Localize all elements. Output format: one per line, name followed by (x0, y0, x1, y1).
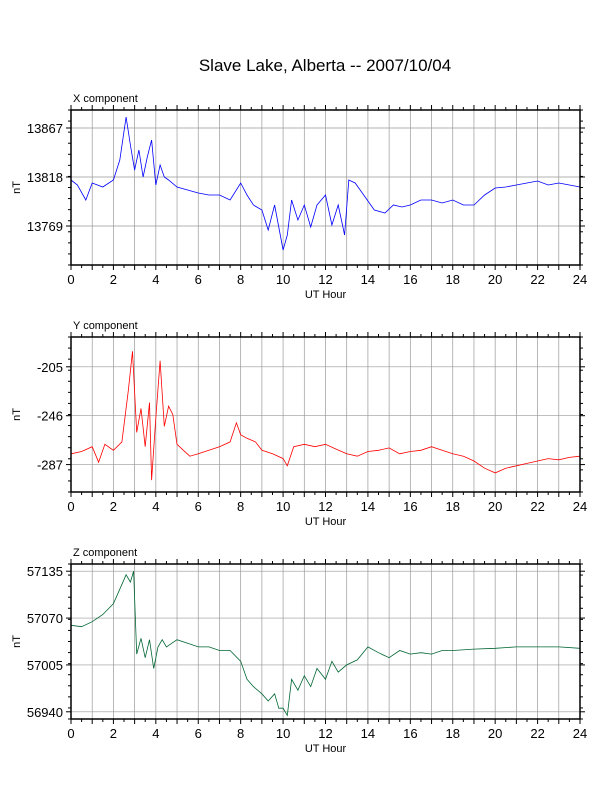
y-y-axis-label: nT (11, 408, 23, 421)
y-y-tick-label: -246 (37, 409, 63, 424)
x-y-axis-label: nT (11, 181, 23, 194)
x-x-tick-label: 2 (110, 272, 117, 287)
y-x-tick-label: 2 (110, 499, 117, 514)
y-x-tick-label: 6 (195, 499, 202, 514)
x-y-tick-label: 13769 (27, 219, 63, 234)
z-x-tick-label: 6 (195, 726, 202, 741)
y-x-tick-label: 8 (237, 499, 244, 514)
z-x-tick-label: 10 (276, 726, 290, 741)
y-x-tick-label: 20 (488, 499, 502, 514)
z-y-tick-label: 57005 (27, 658, 63, 673)
x-x-tick-label: 4 (152, 272, 159, 287)
z-x-tick-label: 4 (152, 726, 159, 741)
y-series-line (70, 351, 581, 481)
y-x-tick-label: 24 (573, 499, 587, 514)
x-x-tick-label: 22 (530, 272, 544, 287)
y-x-tick-label: 0 (67, 499, 74, 514)
x-x-axis-label: UT Hour (305, 289, 347, 301)
x-panel-title: X component (73, 93, 138, 105)
y-x-tick-label: 14 (361, 499, 375, 514)
y-x-tick-label: 22 (530, 499, 544, 514)
x-x-tick-label: 10 (276, 272, 290, 287)
z-x-tick-label: 0 (67, 726, 74, 741)
y-y-tick-label: -287 (37, 458, 63, 473)
z-series-line (70, 571, 581, 717)
y-x-tick-label: 12 (318, 499, 332, 514)
x-x-tick-label: 18 (446, 272, 460, 287)
z-y-tick-label: 57135 (27, 564, 63, 579)
z-x-tick-label: 20 (488, 726, 502, 741)
x-y-tick-label: 13818 (27, 170, 63, 185)
z-x-tick-label: 18 (446, 726, 460, 741)
x-x-tick-label: 14 (361, 272, 375, 287)
x-x-tick-label: 8 (237, 272, 244, 287)
z-y-tick-label: 57070 (27, 611, 63, 626)
z-x-tick-label: 16 (403, 726, 417, 741)
z-panel-title: Z component (73, 547, 137, 559)
z-x-tick-label: 8 (237, 726, 244, 741)
z-x-tick-label: 22 (530, 726, 544, 741)
z-y-axis-label: nT (11, 635, 23, 648)
z-y-tick-label: 56940 (27, 705, 63, 720)
x-x-tick-label: 12 (318, 272, 332, 287)
z-x-tick-label: 2 (110, 726, 117, 741)
y-x-tick-label: 10 (276, 499, 290, 514)
x-x-tick-label: 20 (488, 272, 502, 287)
y-x-tick-label: 18 (446, 499, 460, 514)
z-x-axis-label: UT Hour (305, 743, 347, 755)
page-title: Slave Lake, Alberta -- 2007/10/04 (198, 56, 452, 75)
x-x-tick-label: 0 (67, 272, 74, 287)
x-x-tick-label: 16 (403, 272, 417, 287)
x-y-tick-label: 13867 (27, 121, 63, 136)
y-x-axis-label: UT Hour (305, 516, 347, 528)
x-x-tick-label: 24 (573, 272, 587, 287)
x-x-tick-label: 6 (195, 272, 202, 287)
z-x-tick-label: 12 (318, 726, 332, 741)
y-x-tick-label: 16 (403, 499, 417, 514)
x-series-line (70, 116, 581, 251)
z-x-tick-label: 24 (573, 726, 587, 741)
y-y-tick-label: -205 (37, 360, 63, 375)
y-panel-title: Y component (73, 320, 138, 332)
y-x-tick-label: 4 (152, 499, 159, 514)
z-x-tick-label: 14 (361, 726, 375, 741)
